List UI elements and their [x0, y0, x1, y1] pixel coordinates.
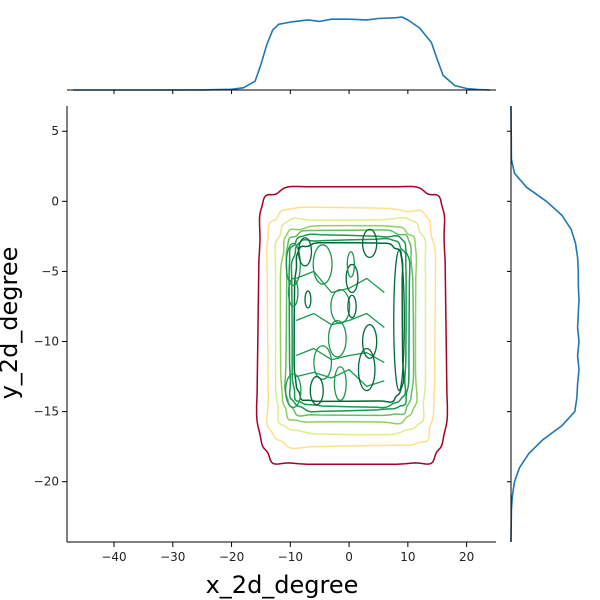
contour-level-6 — [288, 233, 411, 413]
x-tick-label: −30 — [160, 550, 185, 564]
contour-level-2 — [266, 206, 437, 450]
contour-level-1 — [255, 185, 449, 466]
x-tick-label: −20 — [219, 550, 244, 564]
contour-level-3 — [274, 216, 427, 436]
y-tick-label: 0 — [51, 194, 59, 208]
y-tick-label: −15 — [34, 405, 59, 419]
y-tick-label: −5 — [41, 264, 59, 278]
y-tick-label: −10 — [34, 335, 59, 349]
inner-contour-blob — [361, 324, 378, 359]
inner-contour-blob — [327, 319, 347, 358]
contour-level-5 — [284, 229, 415, 417]
inner-contour-blob — [347, 294, 357, 319]
inner-contour-blob — [393, 249, 405, 392]
inner-contour-blob — [361, 228, 378, 259]
x-tick-label: 0 — [345, 550, 353, 564]
inner-contour-blob — [304, 290, 312, 309]
y-tick-label: 5 — [51, 124, 59, 138]
kde-contours — [255, 185, 449, 466]
inner-contour-line — [295, 270, 385, 294]
y-axis-label: y_2d_degree — [0, 247, 23, 400]
inner-contour-blob — [287, 277, 299, 308]
marginal-x-density — [72, 16, 491, 91]
inner-contour-blob — [312, 244, 333, 285]
x-tick-label: −40 — [101, 550, 126, 564]
contour-level-4 — [279, 224, 418, 425]
x-tick-label: −10 — [278, 550, 303, 564]
x-tick-label: 10 — [400, 550, 415, 564]
inner-contour-blob — [330, 289, 351, 324]
y-tick-label: −20 — [34, 475, 59, 489]
contour-level-7 — [290, 237, 407, 409]
contour-level-8 — [293, 241, 405, 403]
axes: −40 −30 −20 −10 0 10 20 5 0 −5 −10 −15 −20 — [34, 89, 512, 564]
inner-contour-blob — [284, 373, 302, 409]
marginal-y-density — [510, 105, 580, 543]
inner-contour-blob — [313, 345, 333, 381]
marginal-y-curve — [510, 105, 580, 543]
inner-contour-blob — [345, 263, 359, 294]
inner-contour-blob — [309, 375, 324, 406]
inner-contour-line — [296, 368, 385, 388]
x-axis-label: x_2d_degree — [206, 571, 359, 599]
inner-contour-blob — [333, 366, 347, 402]
marginal-x-curve — [72, 16, 491, 91]
inner-contour-blob — [357, 347, 376, 392]
inner-contour-blob — [297, 237, 313, 267]
x-tick-label: 20 — [459, 550, 474, 564]
inner-contour-line — [295, 312, 385, 329]
inner-contour-blob — [285, 242, 301, 287]
inner-contour-blob — [346, 251, 356, 278]
inner-contour-line — [295, 347, 385, 364]
